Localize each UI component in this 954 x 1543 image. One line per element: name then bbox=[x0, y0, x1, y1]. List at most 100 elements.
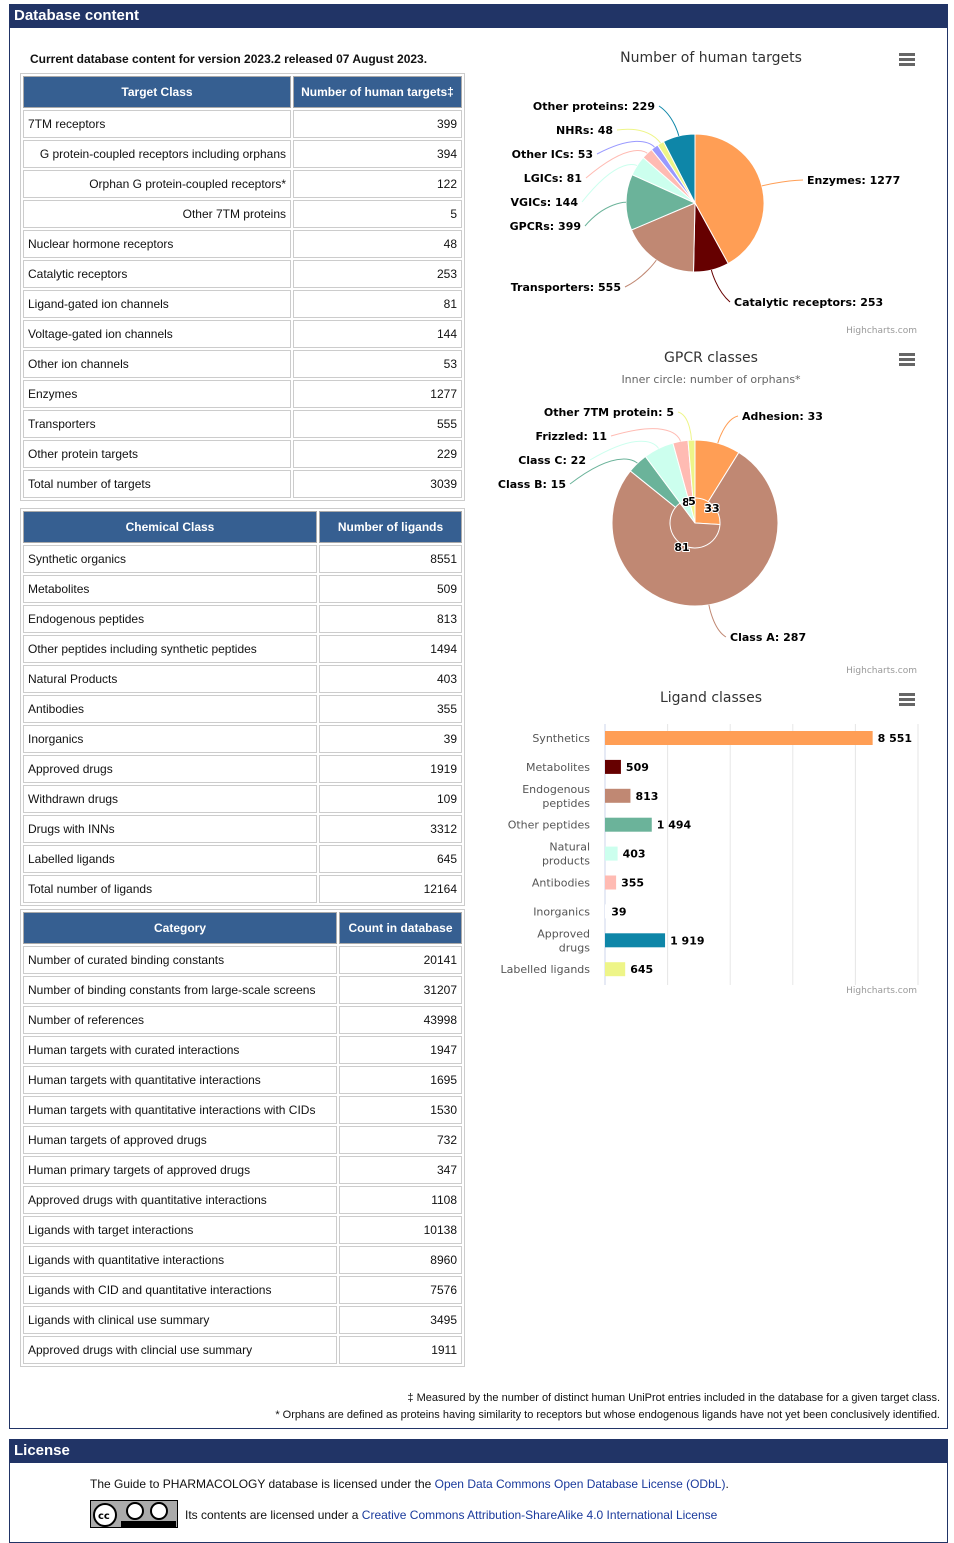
data-label: Class B: 15 bbox=[498, 478, 566, 491]
bar bbox=[605, 846, 618, 861]
ligands-table: Chemical Class Number of ligands Synthetic… bbox=[20, 508, 465, 906]
row-value: 48 bbox=[293, 230, 462, 258]
connector-line bbox=[677, 411, 693, 441]
connector-line bbox=[710, 269, 731, 303]
category-axis-label: Natural bbox=[549, 841, 590, 854]
highcharts-credits: Highcharts.com bbox=[846, 666, 917, 676]
column-header[interactable]: Target Class bbox=[23, 76, 291, 108]
table-row: Ligands with target interactions 10138 bbox=[23, 1216, 462, 1244]
table-row: Enzymes 1277 bbox=[23, 380, 462, 408]
connector-line bbox=[584, 201, 627, 227]
table-row: Human primary targets of approved drugs 3… bbox=[23, 1156, 462, 1184]
category-table: Category Count in database Number of curat… bbox=[20, 909, 465, 1367]
table-row: Approved drugs with quantitative interac… bbox=[23, 1186, 462, 1214]
chart-subtitle: Inner circle: number of orphans* bbox=[621, 373, 801, 386]
column-header[interactable]: Category bbox=[23, 912, 337, 944]
connector-line bbox=[569, 458, 638, 485]
hamburger-menu-icon[interactable] bbox=[899, 53, 915, 56]
row-value: 347 bbox=[339, 1156, 462, 1184]
row-label: Ligands with clinical use summary bbox=[23, 1306, 337, 1334]
bar-value-label: 403 bbox=[623, 848, 646, 861]
row-value: 645 bbox=[319, 845, 462, 873]
data-label: Enzymes: 1277 bbox=[807, 174, 900, 187]
inner-data-label: 8 bbox=[682, 496, 690, 509]
row-value: 1277 bbox=[293, 380, 462, 408]
row-value: 81 bbox=[293, 290, 462, 318]
category-axis-label: Metabolites bbox=[526, 761, 590, 774]
license-text-end: . bbox=[725, 1477, 729, 1491]
charts-area: Number of human targets Enzymes: 1277 Cata… bbox=[498, 50, 919, 996]
row-value: 8960 bbox=[339, 1246, 462, 1274]
row-label: Number of binding constants from large-s… bbox=[23, 976, 337, 1004]
row-label: Voltage-gated ion channels bbox=[23, 320, 291, 348]
hamburger-menu-icon[interactable] bbox=[899, 58, 915, 61]
hamburger-menu-icon[interactable] bbox=[899, 693, 915, 696]
cc-license-link[interactable]: Creative Commons Attribution-ShareAlike … bbox=[361, 1508, 718, 1522]
row-value: 403 bbox=[319, 665, 462, 693]
data-label: Catalytic receptors: 253 bbox=[734, 296, 883, 309]
table-row: Endogenous peptides 813 bbox=[23, 605, 462, 633]
version-intro: Current database content for version 202… bbox=[30, 52, 428, 66]
row-label: Approved drugs with quantitative interac… bbox=[23, 1186, 337, 1214]
cc-by-sa-badge[interactable]: cc bbox=[90, 1500, 178, 1528]
row-label: Synthetic organics bbox=[23, 545, 317, 573]
category-axis-label: Other peptides bbox=[508, 819, 591, 832]
hamburger-menu-icon[interactable] bbox=[899, 363, 915, 366]
inner-data-label: 33 bbox=[704, 502, 719, 515]
bar-value-label: 355 bbox=[621, 877, 644, 890]
hamburger-menu-icon[interactable] bbox=[899, 63, 915, 66]
inner-pie-slice bbox=[694, 497, 721, 526]
pie-slice bbox=[625, 173, 697, 231]
column-header[interactable]: Count in database bbox=[339, 912, 462, 944]
bar-value-label: 8 551 bbox=[878, 732, 912, 745]
table-row: Number of curated binding constants 20141 bbox=[23, 946, 462, 974]
category-axis-label: Labelled ligands bbox=[501, 963, 591, 976]
row-value: 20141 bbox=[339, 946, 462, 974]
data-label: GPCRs: 399 bbox=[510, 220, 581, 233]
hamburger-menu-icon[interactable] bbox=[899, 358, 915, 361]
odbl-link[interactable]: Open Data Commons Open Database License … bbox=[434, 1477, 726, 1491]
category-axis-label: Inorganics bbox=[533, 905, 590, 918]
table-row: Transporters 555 bbox=[23, 410, 462, 438]
category-axis-label: peptides bbox=[542, 797, 590, 810]
connector-line bbox=[596, 140, 655, 155]
hamburger-menu-icon[interactable] bbox=[899, 703, 915, 706]
chart-title: Number of human targets bbox=[620, 50, 802, 66]
row-label: Transporters bbox=[23, 410, 291, 438]
table-row: Total number of ligands 12164 bbox=[23, 875, 462, 903]
column-header[interactable]: Number of ligands bbox=[319, 511, 462, 543]
connector-line bbox=[717, 415, 739, 444]
bar bbox=[605, 759, 621, 774]
license-text: The Guide to PHARMACOLOGY database is li… bbox=[90, 1477, 435, 1491]
bar bbox=[605, 962, 626, 977]
row-label: Ligand-gated ion channels bbox=[23, 290, 291, 318]
highcharts-credits: Highcharts.com bbox=[846, 326, 917, 336]
row-value: 229 bbox=[293, 440, 462, 468]
row-value: 1530 bbox=[339, 1096, 462, 1124]
table-row: Number of references 43998 bbox=[23, 1006, 462, 1034]
table-row: Withdrawn drugs 109 bbox=[23, 785, 462, 813]
hamburger-menu-icon[interactable] bbox=[899, 698, 915, 701]
row-value: 12164 bbox=[319, 875, 462, 903]
data-label: NHRs: 48 bbox=[556, 124, 613, 137]
table-row: Human targets with quantitative interact… bbox=[23, 1066, 462, 1094]
data-label: Adhesion: 33 bbox=[742, 410, 823, 423]
column-header[interactable]: Number of human targets‡ bbox=[293, 76, 462, 108]
row-label: Ligands with CID and quantitative intera… bbox=[23, 1276, 337, 1304]
footnote-orphans: * Orphans are defined as proteins having… bbox=[275, 1409, 940, 1421]
hamburger-menu-icon[interactable] bbox=[899, 353, 915, 356]
category-axis-label: products bbox=[542, 855, 590, 868]
row-value: 39 bbox=[319, 725, 462, 753]
row-value: 1911 bbox=[339, 1336, 462, 1364]
column-header[interactable]: Chemical Class bbox=[23, 511, 317, 543]
row-label: Inorganics bbox=[23, 725, 317, 753]
row-value: 3039 bbox=[293, 470, 462, 498]
table-row: Number of binding constants from large-s… bbox=[23, 976, 462, 1004]
bar bbox=[605, 817, 652, 832]
table-row: Metabolites 509 bbox=[23, 575, 462, 603]
table-header-row: Target Class Number of human targets‡ bbox=[23, 76, 462, 108]
row-label: Human primary targets of approved drugs bbox=[23, 1156, 337, 1184]
category-axis-label: Approved bbox=[537, 927, 590, 940]
bar-value-label: 1 494 bbox=[657, 819, 692, 832]
row-label: 7TM receptors bbox=[23, 110, 291, 138]
